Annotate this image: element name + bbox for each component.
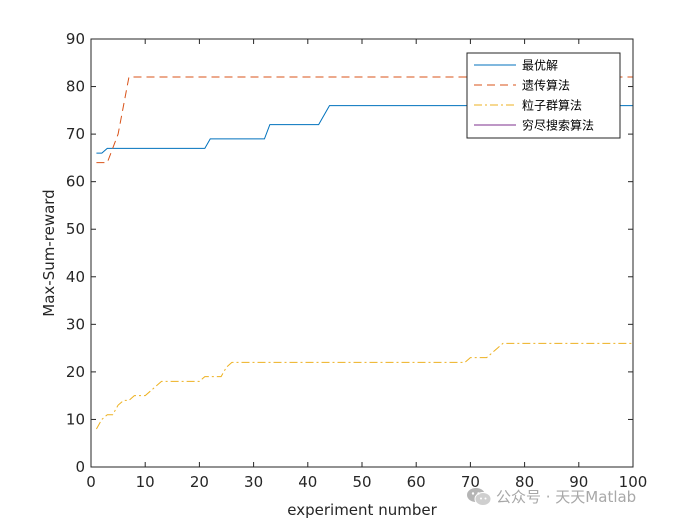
y-tick-label: 70: [66, 125, 85, 143]
y-tick-label: 60: [66, 173, 85, 191]
x-tick-label: 40: [298, 473, 317, 491]
y-tick-label: 50: [66, 220, 85, 238]
x-tick-label: 90: [569, 473, 588, 491]
x-tick-label: 70: [461, 473, 480, 491]
legend-label-1: 最优解: [522, 59, 558, 73]
x-tick-label: 50: [352, 473, 371, 491]
y-tick-label: 0: [75, 458, 85, 476]
y-ticks: 0 10 20 30 40 50 60 70 80 90: [66, 30, 633, 476]
y-axis-title: Max-Sum-reward: [40, 189, 58, 316]
x-ticks: 0 10 20 30 40 50 60 70 80 90 100: [86, 39, 647, 491]
x-tick-label: 0: [86, 473, 96, 491]
x-tick-label: 80: [515, 473, 534, 491]
y-tick-label: 90: [66, 30, 85, 48]
series-line-2: [96, 76, 633, 164]
legend-label-3: 粒子群算法: [522, 98, 582, 113]
x-tick-label: 30: [244, 473, 263, 491]
series-layer: [95, 76, 633, 430]
x-tick-label: 100: [619, 473, 648, 491]
y-tick-label: 80: [66, 78, 85, 96]
x-tick-label: 20: [190, 473, 209, 491]
legend-label-4: 穷尽搜索算法: [522, 118, 594, 133]
x-tick-label: 60: [407, 473, 426, 491]
y-tick-label: 40: [66, 268, 85, 286]
wechat-icon: [466, 487, 492, 507]
x-axis-title: experiment number: [287, 501, 437, 519]
y-tick-label: 30: [66, 315, 85, 333]
legend-label-2: 遗传算法: [522, 78, 570, 93]
series-line-3: [95, 342, 633, 430]
legend-box: [466, 52, 621, 139]
series-line-1: [96, 105, 633, 154]
y-tick-label: 20: [66, 363, 85, 381]
y-tick-label: 10: [66, 410, 85, 428]
watermark-text: 公众号 · 天天Matlab: [496, 488, 637, 506]
x-tick-label: 10: [136, 473, 155, 491]
